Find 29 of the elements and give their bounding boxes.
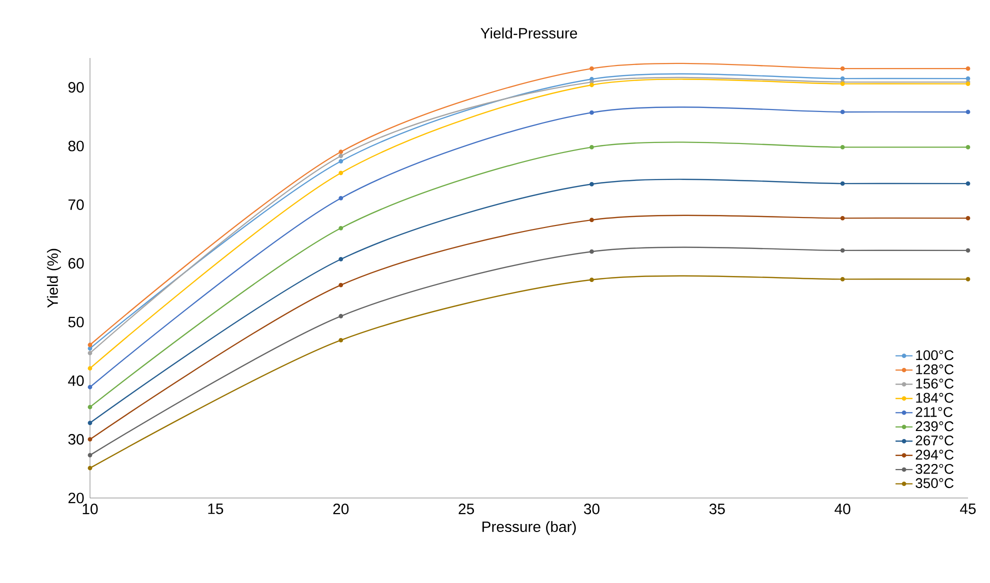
x-tick-label: 15 (208, 504, 224, 514)
x-axis-title: Pressure (bar) (482, 521, 576, 535)
y-tick-label: 30 (68, 434, 84, 445)
legend-label: 267°C (916, 436, 954, 446)
x-tick-label: 40 (834, 504, 850, 514)
x-tick-label: 45 (960, 504, 976, 514)
x-tick-label: 35 (709, 504, 725, 514)
legend-label: 128°C (916, 364, 954, 374)
y-axis-title: Yield (%) (46, 248, 61, 308)
y-tick-label: 20 (68, 492, 84, 504)
legend-label: 100°C (916, 350, 954, 360)
x-tick-label: 20 (333, 504, 349, 514)
chart-title: Yield-Pressure (480, 28, 578, 39)
y-tick-label: 40 (68, 375, 84, 386)
y-tick-label: 60 (68, 258, 84, 269)
y-tick-label: 70 (68, 199, 84, 210)
legend-label: 294°C (916, 450, 954, 460)
legend-label: 322°C (916, 464, 954, 474)
legend-label: 350°C (916, 478, 954, 488)
y-tick-label: 90 (68, 82, 84, 93)
x-tick-label: 10 (82, 504, 98, 514)
legend-label: 239°C (916, 421, 954, 432)
legend-label: 156°C (916, 378, 954, 389)
y-tick-label: 50 (68, 316, 84, 328)
x-tick-label: 25 (458, 504, 474, 514)
legend-label: 184°C (916, 392, 954, 403)
x-tick-label: 30 (584, 504, 600, 514)
legend-label: 211°C (916, 407, 952, 417)
y-tick-label: 80 (68, 140, 84, 152)
